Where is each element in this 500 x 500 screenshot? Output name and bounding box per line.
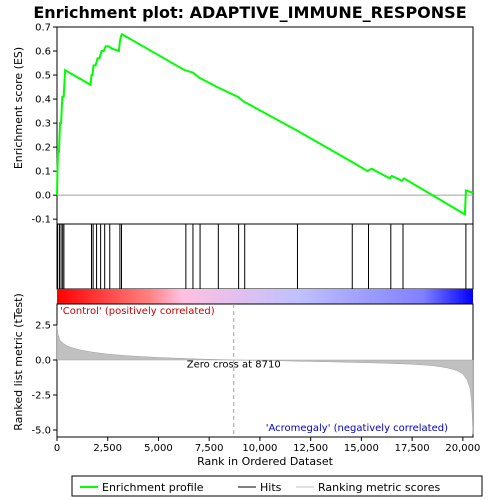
legend-label-hits: Hits: [260, 481, 282, 494]
es-y-axis-title: Enrichment score (ES): [12, 47, 25, 169]
legend-box: [71, 475, 483, 497]
es-y-tick-label: 0.0: [35, 191, 51, 202]
zero-cross-label: Zero cross at 8710: [187, 360, 281, 371]
x-tick-label: 5,000: [144, 443, 173, 454]
chart-title: Enrichment plot: ADAPTIVE_IMMUNE_RESPONS…: [33, 3, 466, 22]
es-y-tick-label: 0.4: [35, 95, 51, 106]
es-panel-frame: [56, 26, 474, 225]
x-tick-label: 7,500: [195, 443, 224, 454]
metric-y-tick-label: -5.0: [31, 426, 51, 437]
legend-label-metric: Ranking metric scores: [318, 481, 440, 494]
metric-y-axis-title: Ranked list metric (tTest): [12, 293, 25, 430]
x-axis-title: Rank in Ordered Dataset: [197, 455, 334, 468]
x-tick-label: 10,000: [242, 443, 277, 454]
metric-y-tick-label: -2.5: [31, 391, 51, 402]
x-tick-label: 12,500: [293, 443, 328, 454]
es-y-tick-label: 0.1: [35, 167, 51, 178]
es-y-tick-label: 0.5: [35, 71, 51, 82]
x-tick-label: 17,500: [395, 443, 430, 454]
hits-panel-frame: [56, 223, 474, 290]
es-y-tick-label: -0.1: [31, 215, 51, 226]
ranking-metric-area: [56, 324, 474, 435]
enrichment-profile-line: [56, 32, 474, 217]
rank-colorbar: [57, 289, 473, 304]
x-tick-label: 2,500: [93, 443, 122, 454]
metric-y-tick-label: 2.5: [35, 321, 51, 332]
x-tick-label: 20,000: [445, 443, 480, 454]
es-y-tick-label: 0.2: [35, 143, 51, 154]
legend-label-profile: Enrichment profile: [102, 481, 204, 494]
es-y-tick-label: 0.3: [35, 119, 51, 130]
negative-correlation-label: 'Acromegaly' (negatively correlated): [266, 423, 448, 434]
metric-y-tick-label: 0.0: [35, 356, 51, 367]
x-tick-label: 0: [54, 443, 60, 454]
es-y-tick-label: 0.7: [35, 23, 51, 34]
positive-correlation-label: 'Control' (positively correlated): [60, 306, 215, 317]
x-tick-label: 15,000: [344, 443, 379, 454]
es-y-tick-label: 0.6: [35, 47, 51, 58]
